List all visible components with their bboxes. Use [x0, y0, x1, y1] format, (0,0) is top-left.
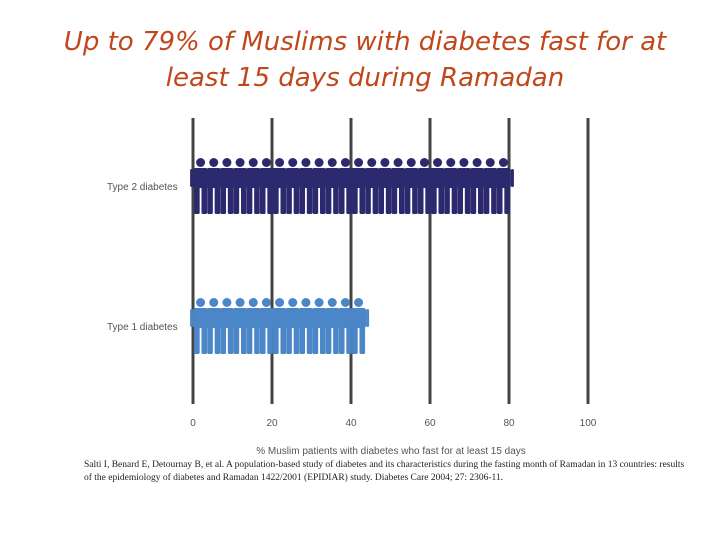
- bar-row: [190, 298, 370, 354]
- citation: Salti I, Benard E, Detournay B, et al. A…: [84, 460, 685, 483]
- x-tick-label: 80: [503, 418, 515, 429]
- x-tick-labels: 0 20 40 60 80 100: [190, 418, 597, 429]
- x-tick-label: 0: [190, 418, 196, 429]
- category-label: Type 1 diabetes: [107, 322, 178, 333]
- x-tick-label: 60: [424, 418, 436, 429]
- person-icon: [348, 298, 370, 354]
- grid-lines: [191, 118, 590, 404]
- category-labels: Type 2 diabetes Type 1 diabetes: [107, 182, 178, 333]
- person-icon: [190, 298, 212, 354]
- bar-row: [190, 158, 514, 214]
- x-tick-label: 40: [345, 418, 357, 429]
- category-label: Type 2 diabetes: [107, 182, 178, 193]
- x-tick-label: 100: [580, 418, 597, 429]
- person-icon: [492, 158, 514, 214]
- person-icons: [190, 158, 514, 354]
- x-tick-label: 20: [266, 418, 278, 429]
- x-axis-label: % Muslim patients with diabetes who fast…: [256, 446, 526, 457]
- person-icon: [334, 158, 356, 214]
- slide-title: Up to 79% of Muslims with diabetes fast …: [63, 27, 667, 93]
- person-icon: [282, 298, 304, 354]
- pictogram-chart: Type 2 diabetes Type 1 diabetes 0 20 40 60 80…: [107, 118, 597, 457]
